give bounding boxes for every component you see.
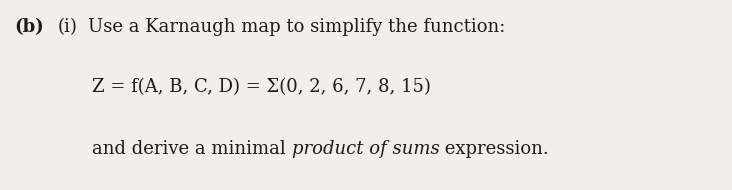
Text: Z = f(A, B, C, D) = Σ(0, 2, 6, 7, 8, 15): Z = f(A, B, C, D) = Σ(0, 2, 6, 7, 8, 15) <box>92 78 431 96</box>
Text: expression.: expression. <box>439 140 549 158</box>
Text: Use a Karnaugh map to simplify the function:: Use a Karnaugh map to simplify the funct… <box>88 18 505 36</box>
Text: product of sums: product of sums <box>291 140 439 158</box>
Text: (i): (i) <box>58 18 78 36</box>
Text: and derive a minimal: and derive a minimal <box>92 140 291 158</box>
Text: (b): (b) <box>14 18 44 36</box>
